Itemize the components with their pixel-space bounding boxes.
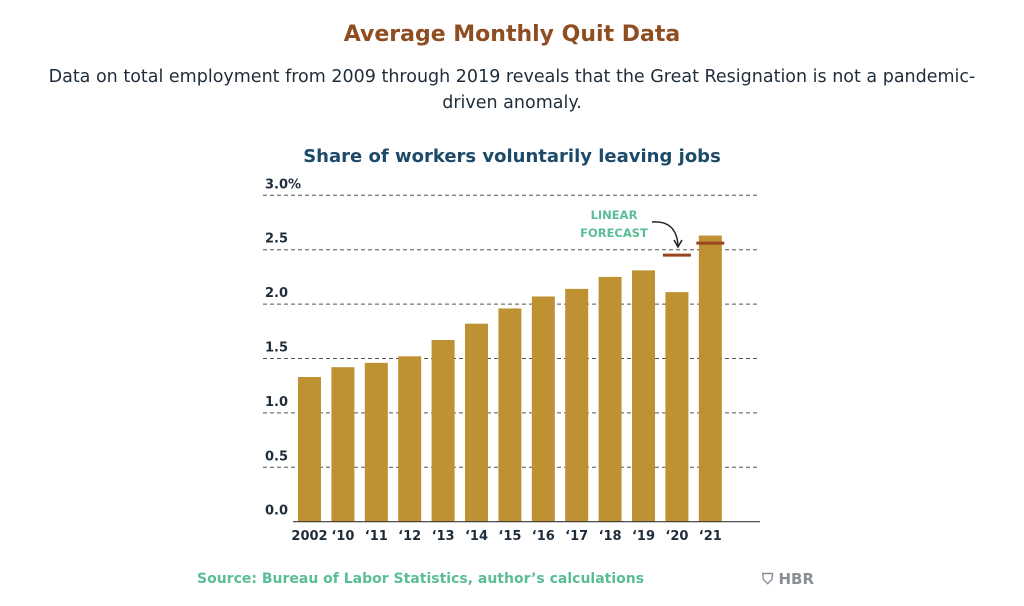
y-tick-label: 1.5 bbox=[265, 341, 288, 356]
x-tick-label: ‘11 bbox=[365, 529, 388, 544]
y-tick-label: 0.5 bbox=[265, 449, 288, 464]
bar-8 bbox=[565, 288, 589, 522]
bar-7 bbox=[531, 296, 555, 522]
bar-12 bbox=[698, 235, 722, 522]
bar-3 bbox=[398, 356, 422, 522]
logo-text: HBR bbox=[778, 570, 815, 588]
x-tick-label: ‘13 bbox=[432, 529, 455, 544]
x-tick-label: ‘10 bbox=[331, 529, 354, 544]
y-tick-label: 2.5 bbox=[265, 232, 288, 247]
x-tick-label: ‘16 bbox=[532, 529, 555, 544]
y-tick-label: 1.0 bbox=[265, 395, 288, 410]
page-subtitle: Data on total employment from 2009 throu… bbox=[48, 67, 976, 113]
bar-1 bbox=[331, 367, 355, 522]
shield-icon: ⛉ bbox=[762, 570, 774, 588]
y-tick-label: 3.0% bbox=[265, 177, 301, 192]
x-tick-label: ‘15 bbox=[498, 529, 521, 544]
bar-11 bbox=[665, 292, 689, 522]
y-tick-label: 0.0 bbox=[265, 504, 288, 519]
y-tick-label: 2.0 bbox=[265, 286, 288, 301]
page-title: Average Monthly Quit Data bbox=[343, 22, 681, 47]
x-tick-label: ‘18 bbox=[599, 529, 622, 544]
chart-title: Share of workers voluntarily leaving job… bbox=[303, 146, 721, 167]
x-tick-label: ‘21 bbox=[699, 529, 722, 544]
arrowhead-icon bbox=[673, 239, 683, 249]
x-tick-label: 2002 bbox=[291, 529, 327, 544]
hbr-logo: ⛉ HBR bbox=[762, 570, 814, 588]
bar-9 bbox=[598, 276, 622, 522]
forecast-annotation-label: LINEAR bbox=[591, 208, 638, 222]
x-tick-label: ‘12 bbox=[398, 529, 421, 544]
x-tick-label: ‘14 bbox=[465, 529, 488, 544]
bar-2 bbox=[364, 362, 388, 522]
x-tick-label: ‘17 bbox=[565, 529, 588, 544]
annotation-arrow-icon bbox=[651, 221, 679, 246]
bar-0 bbox=[298, 376, 321, 522]
bar-5 bbox=[465, 323, 488, 522]
x-tick-label: ‘19 bbox=[632, 529, 655, 544]
source-note: Source: Bureau of Labor Statistics, auth… bbox=[197, 571, 645, 587]
bar-10 bbox=[632, 270, 655, 522]
bar-6 bbox=[498, 308, 522, 522]
bar-4 bbox=[431, 340, 455, 522]
forecast-annotation-label: FORECAST bbox=[580, 226, 648, 240]
x-tick-label: ‘20 bbox=[665, 529, 688, 544]
